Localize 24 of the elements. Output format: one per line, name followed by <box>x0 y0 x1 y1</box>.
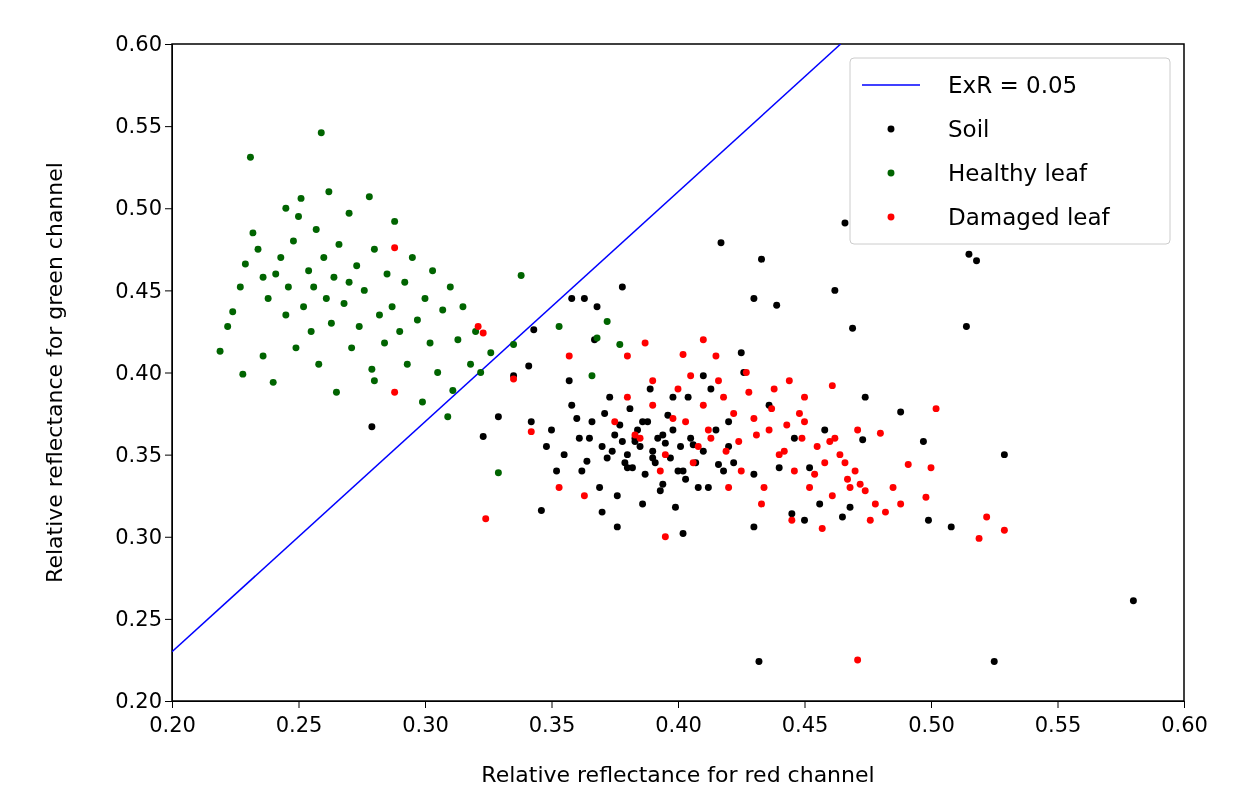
x-tick-label: 0.35 <box>528 713 576 737</box>
legend-label: Soil <box>948 116 990 143</box>
x-tick-label: 0.25 <box>275 713 323 737</box>
x-tick-label: 0.50 <box>908 713 955 737</box>
y-axis-title: Relative reflectance for green channel <box>42 162 67 583</box>
y-tick-label: 0.45 <box>115 278 162 303</box>
x-tick-label: 0.45 <box>781 713 829 737</box>
y-tick-label: 0.30 <box>115 524 162 549</box>
y-tick-label: 0.20 <box>115 689 162 714</box>
legend-label: ExR = 0.05 <box>948 72 1078 99</box>
x-tick-label: 0.30 <box>402 713 449 737</box>
x-tick-label: 0.60 <box>1161 713 1208 737</box>
x-tick-label: 0.55 <box>1034 713 1082 737</box>
y-tick-label: 0.50 <box>115 196 162 221</box>
y-tick-label: 0.60 <box>115 32 162 57</box>
x-tick-label: 0.20 <box>149 713 196 737</box>
y-tick-label: 0.40 <box>115 360 162 385</box>
y-tick-label: 0.55 <box>115 114 162 139</box>
y-tick-label: 0.25 <box>115 607 162 632</box>
legend-label: Damaged leaf <box>948 204 1111 231</box>
x-tick-label: 0.40 <box>655 713 702 737</box>
x-axis-title: Relative reflectance for red channel <box>481 762 875 787</box>
legend-label: Healthy leaf <box>948 160 1089 187</box>
y-tick-label: 0.35 <box>115 442 162 467</box>
